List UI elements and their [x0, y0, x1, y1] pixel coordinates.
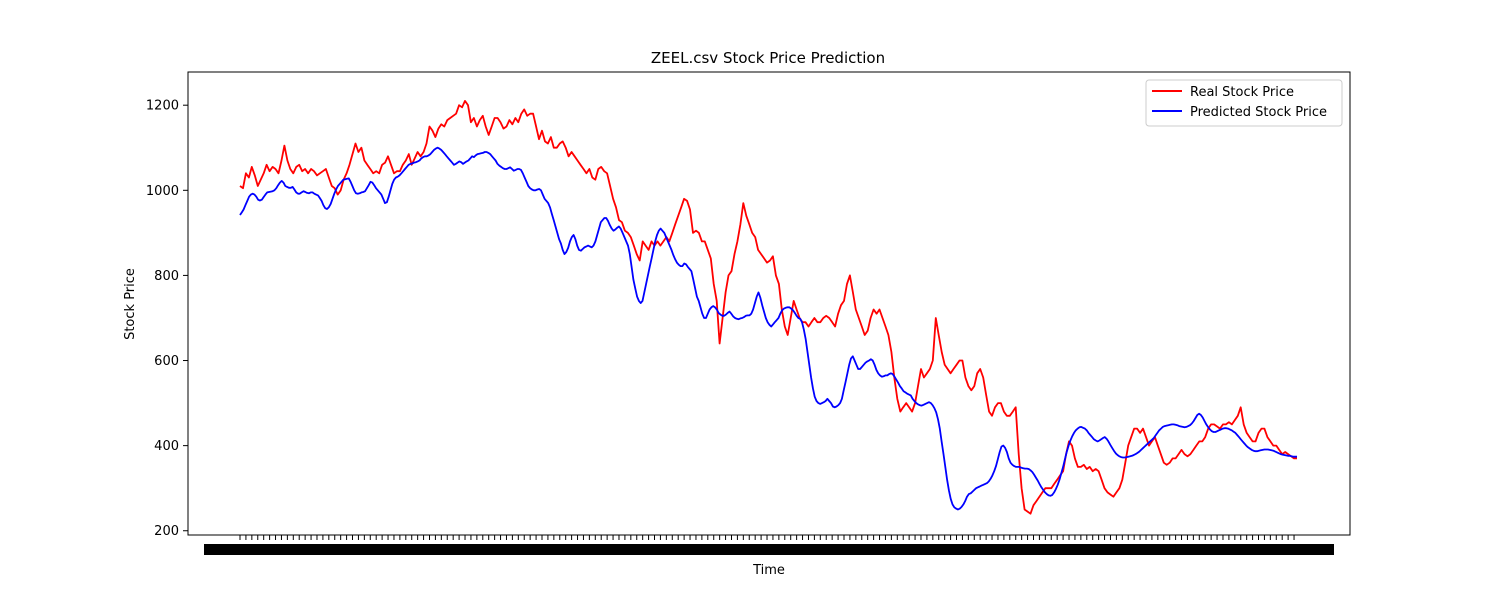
legend: Real Stock Price Predicted Stock Price	[1145, 79, 1343, 127]
y-tick-label: 800	[154, 269, 179, 284]
chart-title: ZEEL.csv Stock Price Prediction	[651, 49, 885, 67]
legend-real-label: Real Stock Price	[1190, 85, 1294, 100]
x-axis-label: Time	[752, 563, 785, 578]
legend-frame	[1145, 79, 1343, 127]
y-tick-label: 400	[154, 439, 179, 454]
predicted-price-line	[239, 146, 1297, 511]
y-tick-label: 600	[154, 354, 179, 369]
y-tick-label: 200	[154, 524, 179, 539]
y-tick-label: 1000	[146, 184, 179, 199]
x-axis-ticks	[204, 535, 1334, 555]
y-tick-label: 1200	[146, 99, 179, 114]
legend-predicted-label: Predicted Stock Price	[1190, 105, 1327, 120]
plot-frame	[187, 71, 1351, 536]
real-price-line	[239, 100, 1297, 515]
x-tick-labels-overlap	[204, 544, 1334, 555]
y-axis-ticks: 200 400 600 800 1000 1200	[146, 99, 188, 539]
plot-area	[239, 100, 1297, 515]
y-axis-label: Stock Price	[123, 268, 138, 340]
